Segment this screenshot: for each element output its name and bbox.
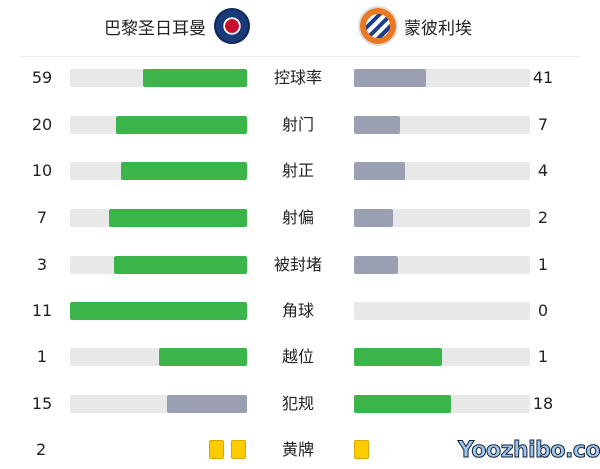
away-bar-fill: [354, 209, 393, 227]
yellow-card-icon: [209, 440, 224, 459]
home-value: 11: [31, 301, 53, 320]
away-bar: [354, 69, 530, 87]
home-bar: [70, 162, 247, 180]
stat-label: 被封堵: [273, 255, 322, 274]
away-value: 41: [532, 68, 554, 87]
home-bar-fill: [114, 256, 247, 274]
away-bar-fill: [354, 256, 398, 274]
home-value: 3: [36, 255, 48, 274]
away-value: 18: [532, 394, 554, 413]
stat-row: 7 射偏 2: [0, 208, 600, 228]
away-bar-fill: [354, 348, 442, 366]
home-bar-fill: [142, 69, 247, 87]
home-yellow-count: 2: [36, 440, 47, 459]
away-bar-fill: [354, 69, 427, 87]
yellow-card-icon: [354, 440, 369, 459]
stat-row: 11 角球 0: [0, 301, 600, 321]
home-value: 7: [36, 208, 48, 227]
away-bar-fill: [354, 162, 406, 180]
home-bar-fill: [167, 395, 247, 413]
watermark: Yoozhibo.com: [457, 438, 600, 464]
away-value: 4: [537, 161, 549, 180]
home-bar: [70, 116, 247, 134]
away-team[interactable]: 蒙彼利埃: [360, 8, 472, 44]
stat-row: 3 被封堵 1: [0, 255, 600, 275]
home-bar-fill: [116, 116, 247, 134]
away-bar-fill: [354, 116, 400, 134]
stat-label: 犯规: [281, 394, 314, 413]
home-bar-fill: [158, 348, 247, 366]
home-value: 20: [31, 115, 53, 134]
stat-row: 20 射门 7: [0, 115, 600, 135]
stat-label: 黄牌: [281, 440, 314, 459]
away-value: 7: [537, 115, 549, 134]
away-bar: [354, 395, 530, 413]
yellow-card-icon: [231, 440, 246, 459]
home-bar-fill: [121, 162, 247, 180]
stat-row-yellow-cards: 2 黄牌: [0, 440, 600, 460]
psg-logo-icon: [214, 8, 250, 44]
stat-row: 15 犯规 18: [0, 394, 600, 414]
away-bar: [354, 209, 530, 227]
home-value: 15: [31, 394, 53, 413]
away-team-name: 蒙彼利埃: [404, 18, 472, 39]
home-bar: [70, 302, 247, 320]
away-value: 1: [537, 255, 549, 274]
away-bar: [354, 116, 530, 134]
stat-row: 59 控球率 41: [0, 68, 600, 88]
stat-row: 1 越位 1: [0, 347, 600, 367]
away-value: 2: [537, 208, 549, 227]
stat-row: 10 射正 4: [0, 161, 600, 181]
home-bar-fill: [70, 302, 247, 320]
home-team-name: 巴黎圣日耳曼: [104, 18, 206, 39]
montpellier-logo-icon: [360, 8, 396, 44]
home-bar: [70, 69, 247, 87]
home-bar-fill: [108, 209, 247, 227]
away-bar-fill: [354, 395, 451, 413]
stat-label: 越位: [281, 347, 314, 366]
home-bar: [70, 395, 247, 413]
home-bar: [70, 256, 247, 274]
stat-label: 角球: [281, 301, 314, 320]
away-value: 0: [537, 301, 549, 320]
stat-label: 射门: [281, 115, 314, 134]
away-bar: [354, 302, 530, 320]
home-bar: [70, 209, 247, 227]
stat-label: 控球率: [273, 68, 322, 87]
home-value: 59: [31, 68, 53, 87]
divider: [20, 56, 580, 57]
away-bar: [354, 348, 530, 366]
home-value: 1: [36, 347, 48, 366]
stat-label: 射偏: [281, 208, 314, 227]
away-bar: [354, 162, 530, 180]
away-bar: [354, 256, 530, 274]
home-bar: [70, 348, 247, 366]
home-value: 10: [31, 161, 53, 180]
stat-label: 射正: [281, 161, 314, 180]
away-value: 1: [537, 347, 549, 366]
home-team[interactable]: 巴黎圣日耳曼: [104, 8, 250, 44]
